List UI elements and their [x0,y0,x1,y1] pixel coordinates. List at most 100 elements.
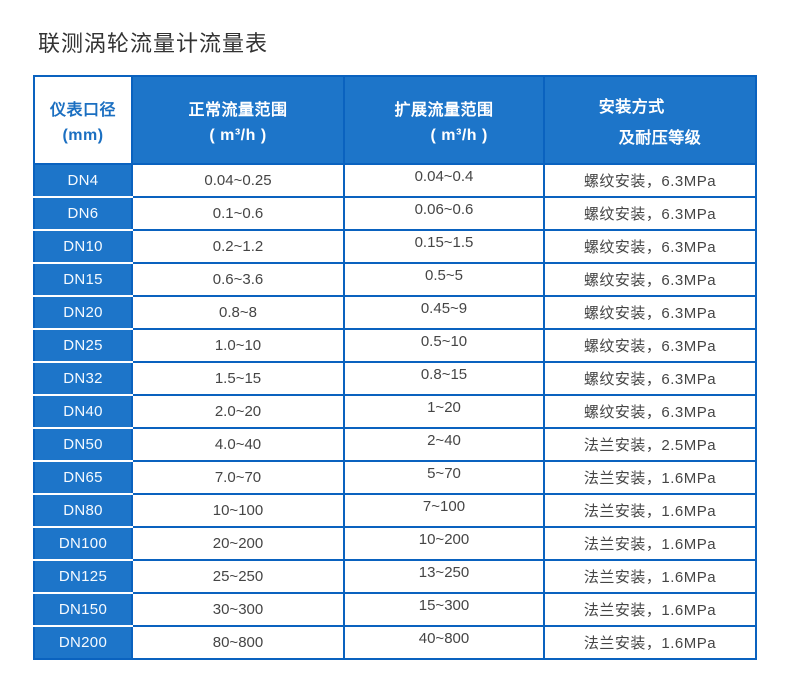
table-row: DN65 7.0~70 5~70 法兰安装，1.6MPa [34,460,757,495]
normal-range-cell: 30~300 [131,592,345,627]
header-row: 仪表口径 (mm) 正常流量范围 ( m³/h ) 扩展流量范围 ( m³/h … [33,75,757,165]
extended-range-cell: 0.15~1.5 [343,229,545,264]
normal-range-cell: 7.0~70 [131,460,345,495]
install-cell: 法兰安装，1.6MPa [543,460,757,495]
extended-range-cell: 0.45~9 [343,295,545,330]
install-cell: 法兰安装，1.6MPa [543,625,757,660]
extended-range-value: 0.04~0.4 [414,168,474,185]
normal-range-cell: 1.5~15 [131,361,345,396]
install-cell: 螺纹安装，6.3MPa [543,196,757,231]
header-extended-line1: 扩展流量范围 [394,101,494,119]
header-install-column: 安装方式 及耐压等级 [543,75,757,165]
header-extended-range-column: 扩展流量范围 ( m³/h ) [343,75,545,165]
size-cell: DN150 [34,593,133,627]
normal-range-cell: 10~100 [131,493,345,528]
table-row: DN25 1.0~10 0.5~10 螺纹安装，6.3MPa [34,328,757,363]
flow-table-container: 仪表口径 (mm) 正常流量范围 ( m³/h ) 扩展流量范围 ( m³/h … [33,75,757,660]
size-cell: DN4 [34,164,133,198]
extended-range-value: 5~70 [427,465,461,482]
extended-range-value: 0.06~0.6 [414,201,474,218]
extended-range-value: 13~250 [418,564,470,581]
extended-range-cell: 0.5~10 [343,328,545,363]
extended-range-value: 0.5~5 [425,267,463,284]
normal-range-cell: 80~800 [131,625,345,660]
table-row: DN200 80~800 40~800 法兰安装，1.6MPa [34,625,757,660]
extended-range-value: 0.5~10 [420,333,468,350]
extended-range-cell: 40~800 [343,625,545,660]
header-install-line2: 及耐压等级 [618,129,702,147]
table-row: DN125 25~250 13~250 法兰安装，1.6MPa [34,559,757,594]
extended-range-cell: 5~70 [343,460,545,495]
extended-range-cell: 2~40 [343,427,545,462]
size-cell: DN20 [34,296,133,330]
header-install-line1: 安装方式 [598,98,665,116]
table-row: DN50 4.0~40 2~40 法兰安装，2.5MPa [34,427,757,462]
header-size-column: 仪表口径 (mm) [33,75,133,165]
extended-range-value: 15~300 [418,597,470,614]
normal-range-cell: 20~200 [131,526,345,561]
page-title: 联测涡轮流量计流量表 [38,30,269,56]
size-cell: DN50 [34,428,133,462]
normal-range-cell: 0.1~0.6 [131,196,345,231]
header-extended-block: 扩展流量范围 ( m³/h ) [394,96,493,145]
size-cell: DN10 [34,230,133,264]
size-cell: DN6 [34,197,133,231]
extended-range-value: 0.45~9 [420,300,468,317]
size-cell: DN25 [34,329,133,363]
header-normal-line2: ( m³/h ) [209,126,267,144]
install-cell: 法兰安装，1.6MPa [543,526,757,561]
normal-range-cell: 0.2~1.2 [131,229,345,264]
normal-range-cell: 4.0~40 [131,427,345,462]
install-cell: 法兰安装，2.5MPa [543,427,757,462]
install-cell: 螺纹安装，6.3MPa [543,163,757,198]
normal-range-cell: 2.0~20 [131,394,345,429]
size-cell: DN15 [34,263,133,297]
install-cell: 螺纹安装，6.3MPa [543,262,757,297]
extended-range-cell: 13~250 [343,559,545,594]
size-cell: DN80 [34,494,133,528]
extended-range-cell: 0.06~0.6 [343,196,545,231]
install-cell: 螺纹安装，6.3MPa [543,361,757,396]
extended-range-cell: 10~200 [343,526,545,561]
extended-range-value: 10~200 [418,531,470,548]
normal-range-cell: 25~250 [131,559,345,594]
table-row: DN32 1.5~15 0.8~15 螺纹安装，6.3MPa [34,361,757,396]
size-cell: DN32 [34,362,133,396]
install-cell: 螺纹安装，6.3MPa [543,328,757,363]
table-row: DN80 10~100 7~100 法兰安装，1.6MPa [34,493,757,528]
header-extended-line2: ( m³/h ) [430,126,488,144]
install-cell: 法兰安装，1.6MPa [543,592,757,627]
table-row: DN15 0.6~3.6 0.5~5 螺纹安装，6.3MPa [34,262,757,297]
extended-range-cell: 7~100 [343,493,545,528]
table-row: DN150 30~300 15~300 法兰安装，1.6MPa [34,592,757,627]
normal-range-cell: 0.8~8 [131,295,345,330]
extended-range-value: 40~800 [418,630,470,647]
table-row: DN6 0.1~0.6 0.06~0.6 螺纹安装，6.3MPa [34,196,757,231]
flow-rate-table: 仪表口径 (mm) 正常流量范围 ( m³/h ) 扩展流量范围 ( m³/h … [33,75,757,660]
normal-range-cell: 1.0~10 [131,328,345,363]
table-row: DN4 0.04~0.25 0.04~0.4 螺纹安装，6.3MPa [34,163,757,198]
table-row: DN40 2.0~20 1~20 螺纹安装，6.3MPa [34,394,757,429]
size-cell: DN65 [34,461,133,495]
table-row: DN10 0.2~1.2 0.15~1.5 螺纹安装，6.3MPa [34,229,757,264]
extended-range-cell: 0.04~0.4 [343,163,545,198]
install-cell: 螺纹安装，6.3MPa [543,229,757,264]
install-cell: 法兰安装，1.6MPa [543,493,757,528]
table-row: DN100 20~200 10~200 法兰安装，1.6MPa [34,526,757,561]
header-size-line1: 仪表口径 [49,101,116,119]
header-size-line2: (mm) [62,126,104,144]
extended-range-cell: 1~20 [343,394,545,429]
table-row: DN20 0.8~8 0.45~9 螺纹安装，6.3MPa [34,295,757,330]
header-normal-range-column: 正常流量范围 ( m³/h ) [131,75,345,165]
normal-range-cell: 0.6~3.6 [131,262,345,297]
flow-table-body: DN4 0.04~0.25 0.04~0.4 螺纹安装，6.3MPa DN6 0… [34,163,757,660]
extended-range-cell: 0.8~15 [343,361,545,396]
extended-range-value: 1~20 [427,399,461,416]
size-cell: DN200 [34,626,133,659]
extended-range-cell: 15~300 [343,592,545,627]
extended-range-value: 2~40 [427,432,461,449]
size-cell: DN100 [34,527,133,561]
extended-range-value: 0.8~15 [420,366,468,383]
header-normal-line1: 正常流量范围 [188,101,288,119]
size-cell: DN125 [34,560,133,594]
